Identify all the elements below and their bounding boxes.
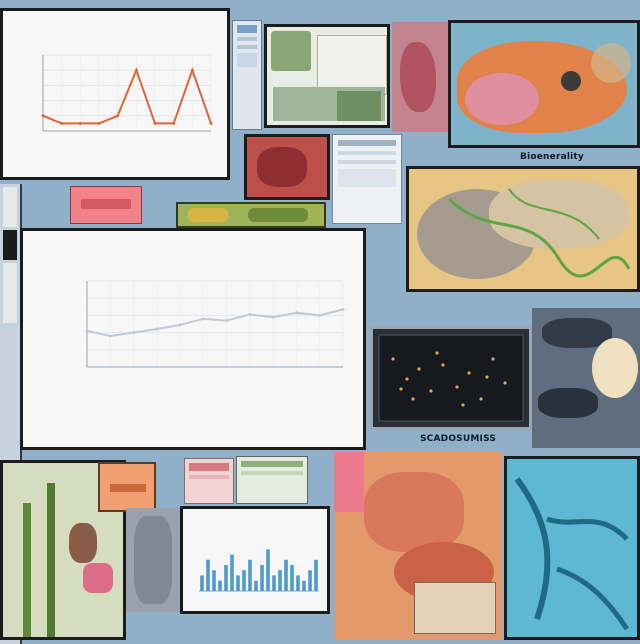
data-point (78, 121, 82, 125)
bar (284, 559, 288, 591)
data-point (108, 334, 112, 338)
scatter-point (411, 397, 415, 401)
data-point (178, 323, 182, 327)
bar (278, 570, 282, 591)
data-point (97, 121, 101, 125)
grey-texture-panel (126, 508, 180, 612)
scatter-point (391, 357, 395, 361)
bar (206, 559, 210, 591)
bar-chart-panel (180, 506, 330, 614)
orange-line-chart (41, 54, 213, 132)
teal-branches (514, 477, 630, 631)
scatter-point (461, 403, 465, 407)
data-point (341, 307, 345, 311)
red-tissue-thumbnail (244, 134, 330, 200)
data-point (116, 114, 120, 118)
coral-illustration (334, 452, 502, 640)
data-point (153, 121, 157, 125)
dark-scatter-screen (370, 326, 532, 430)
scatter-point (417, 367, 421, 371)
top-right-caption: Bioenerality (520, 152, 584, 162)
series-line (86, 308, 344, 338)
scatter-point (479, 397, 483, 401)
texture-strip (176, 202, 326, 228)
data-point (132, 331, 136, 335)
scatter-point (435, 351, 439, 355)
teal-vessel-illustration (504, 456, 640, 640)
ui-thumbnail-small-1 (232, 20, 262, 130)
bar (200, 575, 204, 591)
bar (224, 565, 228, 591)
data-point (172, 121, 176, 125)
scatter-point (399, 387, 403, 391)
data-point (155, 327, 159, 331)
data-point (190, 68, 194, 72)
data-point (60, 121, 64, 125)
data-point (248, 313, 252, 317)
data-point (294, 311, 298, 315)
fish-illustration (448, 20, 640, 148)
bar (266, 549, 270, 591)
bar (260, 565, 264, 591)
bar (308, 570, 312, 591)
bar (212, 570, 216, 591)
bar (230, 554, 234, 591)
scatter-point (467, 371, 471, 375)
bar (272, 575, 276, 591)
scatter-point (405, 377, 409, 381)
bar-chart (199, 549, 319, 592)
scatter-point (503, 381, 507, 385)
data-point (85, 329, 89, 333)
scatter-plot (378, 334, 524, 422)
data-point (225, 319, 229, 323)
ui-pink-thumbnail (184, 458, 234, 504)
dark-screen-caption: SCADOSUMISS (420, 434, 497, 444)
bar (242, 570, 246, 591)
map-thumbnail (264, 24, 390, 128)
pink-organ-panel (392, 22, 448, 132)
grey-line-chart (85, 280, 345, 368)
bar (254, 580, 258, 591)
series-line (42, 67, 212, 125)
bar (248, 559, 252, 591)
bar (218, 580, 222, 591)
bar (314, 559, 318, 591)
intestine-illustration (406, 166, 640, 292)
ui-form-thumbnail (332, 134, 402, 224)
pink-sign-thumbnail (70, 186, 142, 224)
data-point (134, 68, 138, 72)
scatter-point (491, 357, 495, 361)
grey-anatomy-illustration (532, 308, 640, 448)
bar (290, 565, 294, 591)
bar (302, 580, 306, 591)
scatter-point (455, 385, 459, 389)
scatter-point (429, 389, 433, 393)
orange-line-chart-panel (0, 8, 230, 180)
data-point (201, 317, 205, 321)
data-point (271, 315, 275, 319)
ui-green-thumbnail (236, 456, 308, 504)
data-point (318, 313, 322, 317)
bar (236, 575, 240, 591)
scatter-point (441, 363, 445, 367)
data-point (209, 121, 213, 125)
data-point (41, 114, 45, 118)
orange-sign-thumbnail (98, 462, 156, 512)
vein-lines (447, 188, 631, 278)
scatter-point (485, 375, 489, 379)
bar (296, 575, 300, 591)
grey-line-chart-panel (20, 228, 366, 450)
